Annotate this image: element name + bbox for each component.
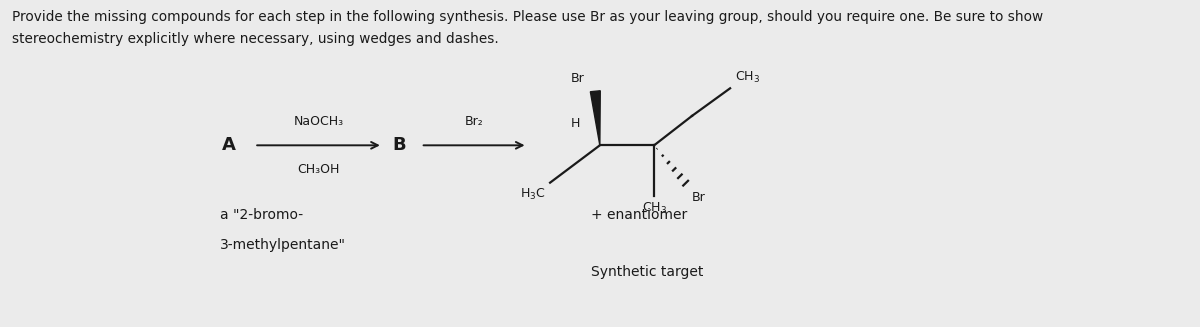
Text: + enantiomer: + enantiomer <box>590 208 688 222</box>
Text: stereochemistry explicitly where necessary, using wedges and dashes.: stereochemistry explicitly where necessa… <box>12 32 498 46</box>
Text: a "2-bromo-: a "2-bromo- <box>220 208 304 222</box>
Polygon shape <box>590 91 600 145</box>
Text: Provide the missing compounds for each step in the following synthesis. Please u: Provide the missing compounds for each s… <box>12 10 1043 24</box>
Text: H: H <box>570 117 580 130</box>
Text: 3-methylpentane": 3-methylpentane" <box>220 238 346 252</box>
Text: NaOCH₃: NaOCH₃ <box>294 115 343 128</box>
Text: CH₃OH: CH₃OH <box>298 163 340 176</box>
Text: B: B <box>392 136 406 154</box>
Text: $\mathregular{H_3C}$: $\mathregular{H_3C}$ <box>520 187 546 202</box>
Text: A: A <box>222 136 236 154</box>
Text: Br: Br <box>692 191 706 203</box>
Text: Br: Br <box>571 72 584 85</box>
Text: Br₂: Br₂ <box>464 115 484 128</box>
Text: $\mathregular{CH_3}$: $\mathregular{CH_3}$ <box>734 70 760 85</box>
Text: Synthetic target: Synthetic target <box>590 265 703 279</box>
Text: $\mathregular{CH_3}$: $\mathregular{CH_3}$ <box>642 201 667 216</box>
